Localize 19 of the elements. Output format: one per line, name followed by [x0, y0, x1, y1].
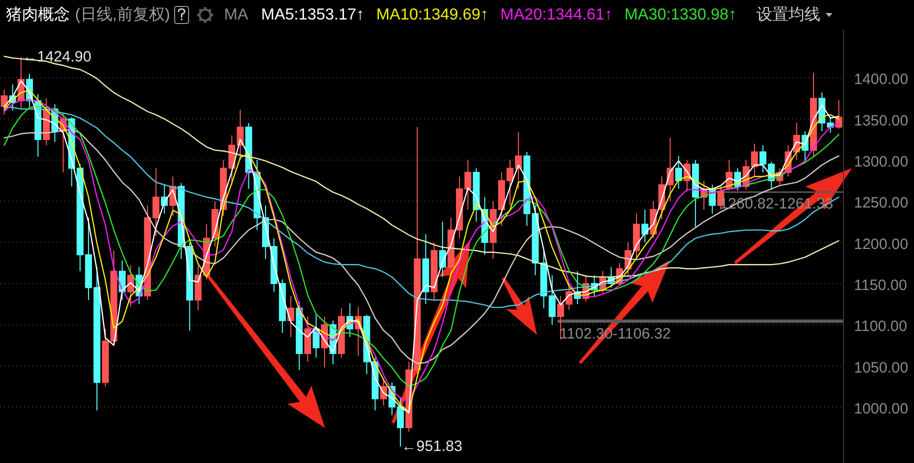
y-tick-label: 1100.00 — [854, 318, 908, 336]
y-tick-label: 1400.00 — [854, 71, 908, 88]
text: MA20:1344.61↑ — [500, 6, 612, 24]
legend-title: MA — [224, 6, 248, 24]
y-tick-label: 1200.00 — [854, 236, 908, 253]
y-tick-label: 1300.00 — [854, 154, 908, 171]
y-tick-label: 1050.00 — [854, 359, 908, 376]
text: MA10:1349.69↑ — [376, 6, 488, 24]
y-tick-label: 1250.00 — [854, 194, 908, 212]
y-tick-label: 1150.00 — [854, 277, 908, 294]
chart-subtitle: (日线,前复权) — [75, 6, 170, 24]
annotation: ←951.83 — [401, 438, 462, 456]
y-tick-label: 1000.00 — [854, 400, 908, 418]
annotation: ←1424.90 — [22, 48, 92, 66]
text: MA5:1353.17↑ — [261, 6, 364, 24]
text: MA30:1330.98↑ — [624, 6, 737, 24]
text: 设置均线 — [756, 6, 821, 24]
chart-title: 猪肉概念 — [6, 6, 70, 24]
y-tick-label: 1350.00 — [854, 112, 908, 130]
